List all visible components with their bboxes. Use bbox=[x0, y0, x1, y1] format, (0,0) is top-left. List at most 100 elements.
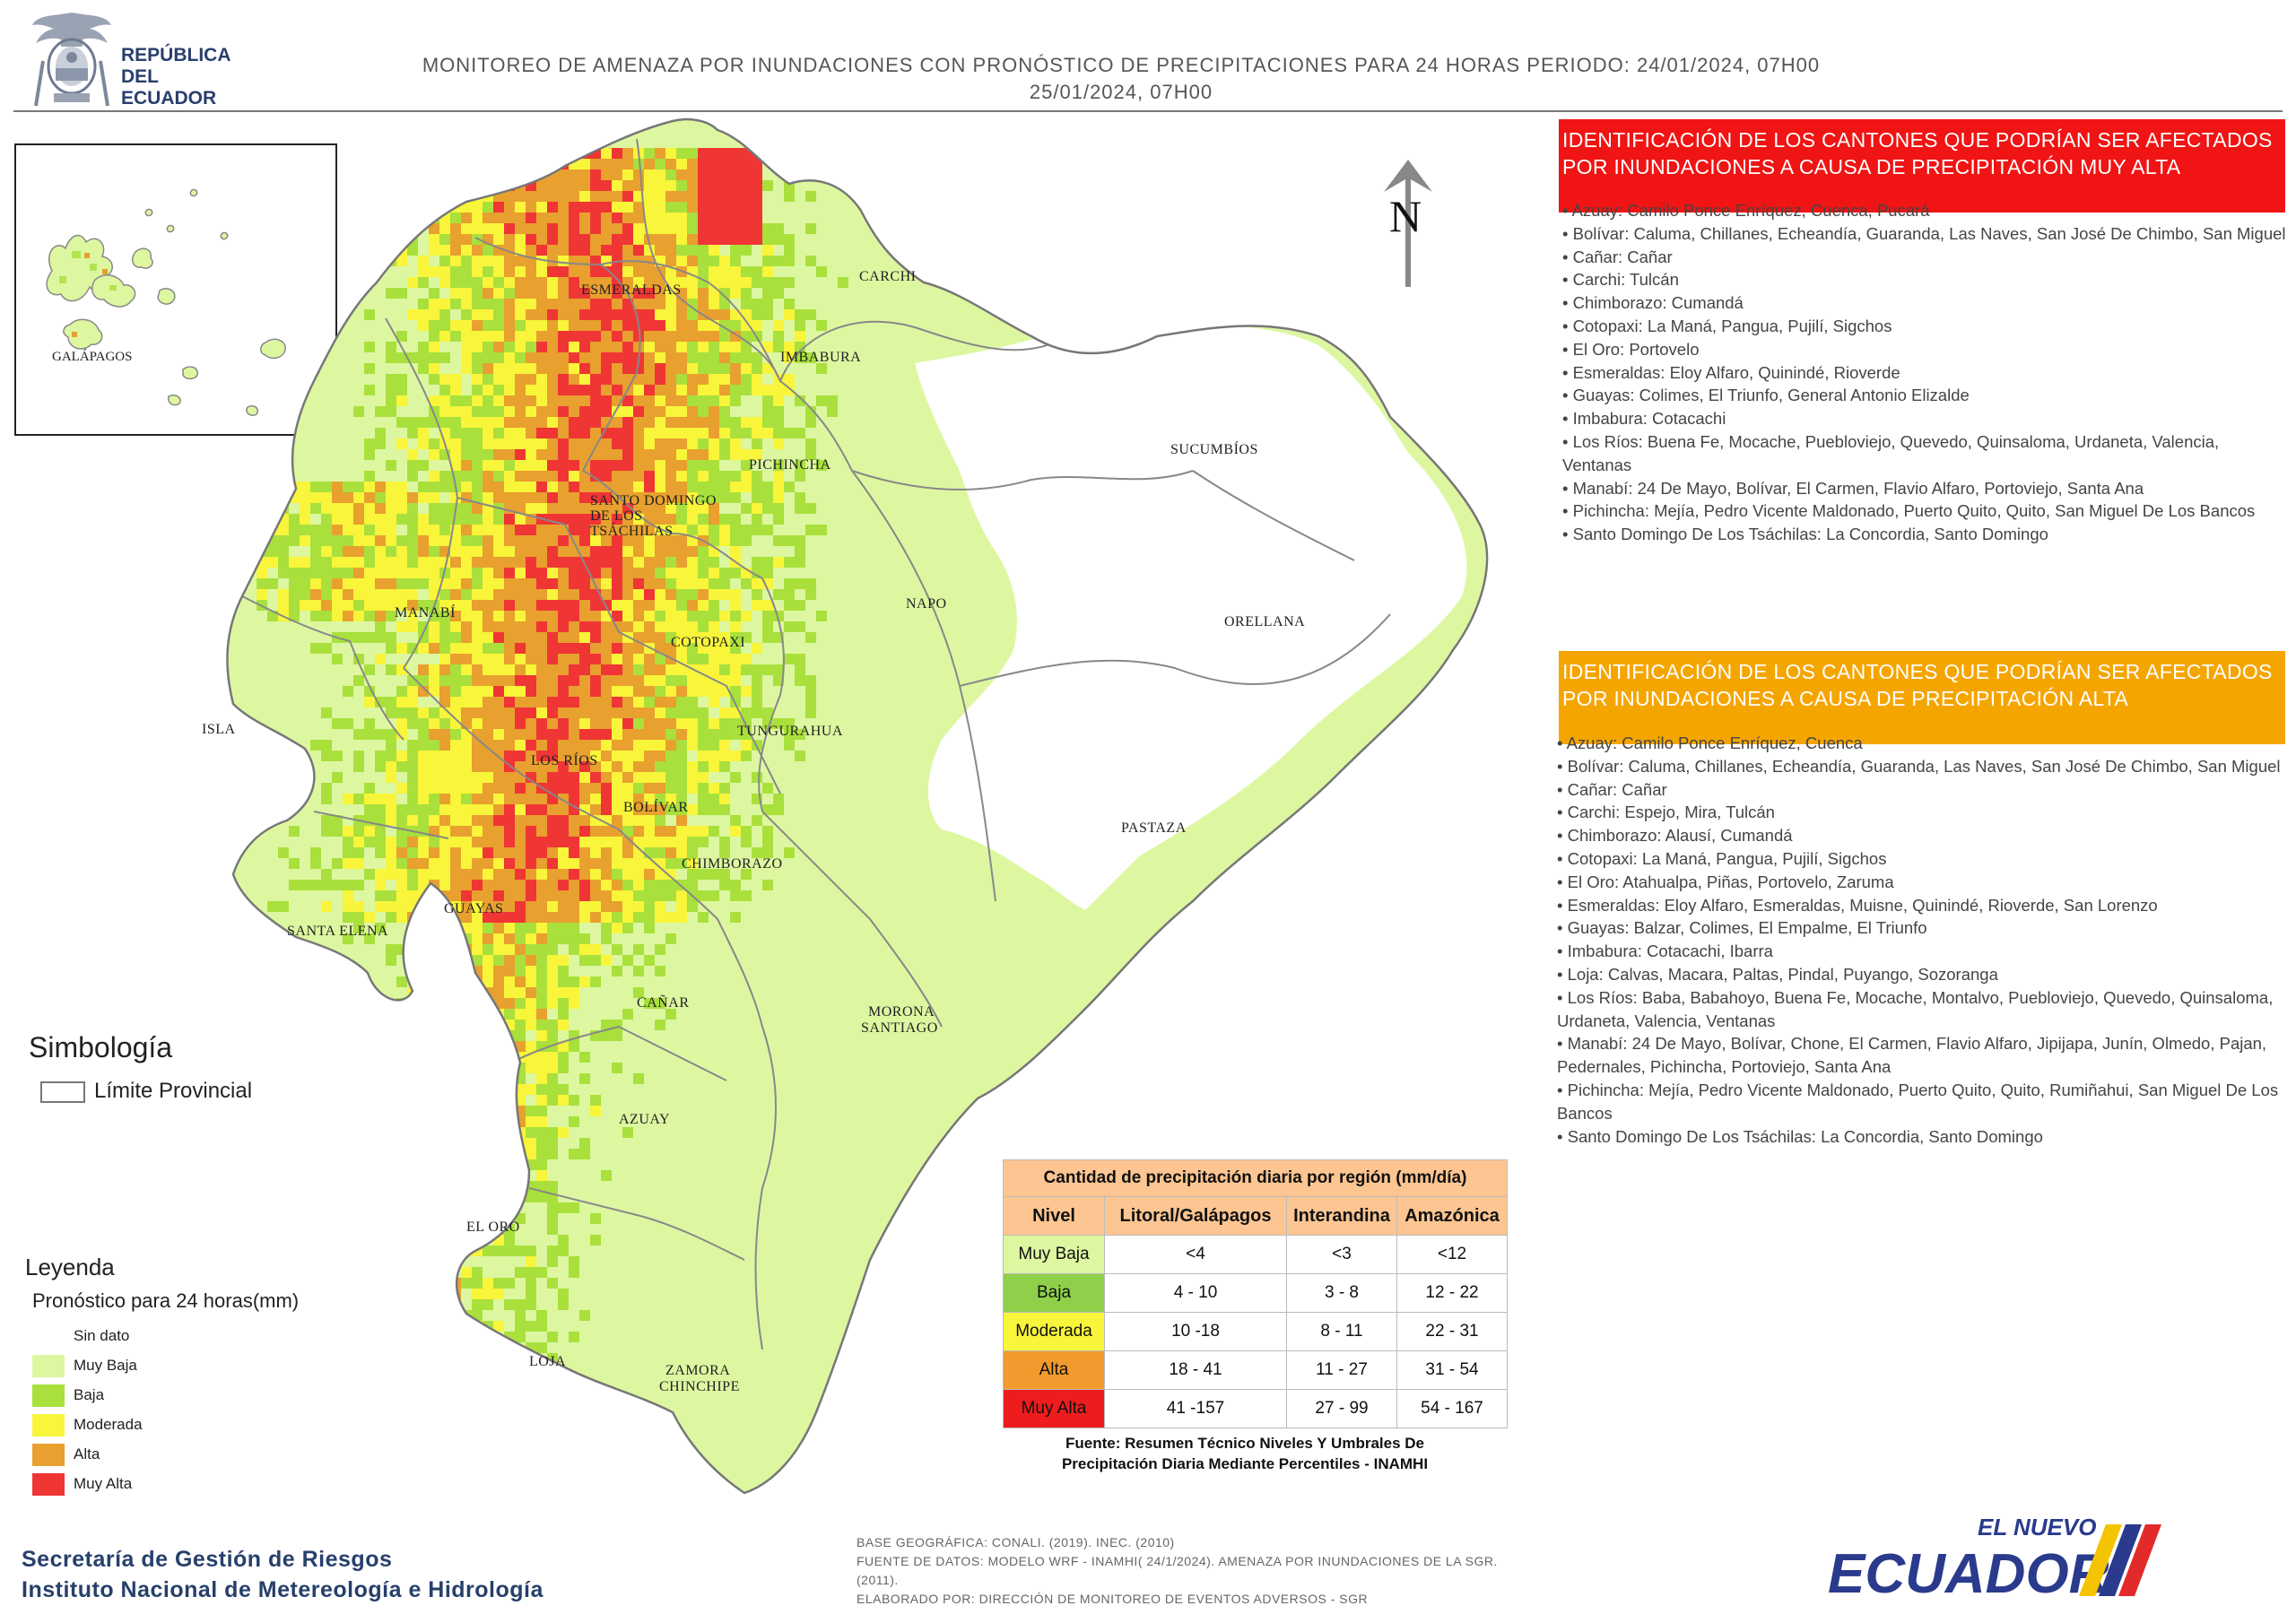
simbologia-title: Simbología bbox=[29, 1031, 173, 1063]
legend-swatch bbox=[32, 1473, 65, 1496]
threshold-value-cell: 8 - 11 bbox=[1286, 1312, 1397, 1351]
alta-canton-item: • Bolívar: Caluma, Chillanes, Echeandía,… bbox=[1557, 756, 2281, 776]
label-orellana: ORELLANA bbox=[1224, 614, 1305, 629]
muy-alta-cantones-header: IDENTIFICACIÓN DE LOS CANTONES QUE PODRÍ… bbox=[1559, 119, 2285, 213]
coat-of-arms-icon bbox=[32, 13, 111, 107]
province-borders bbox=[241, 138, 1391, 1350]
muy-alta-canton-item: • Esmeraldas: Eloy Alfaro, Quinindé, Rio… bbox=[1562, 362, 1900, 382]
province-labels: ESMERALDAS CARCHI IMBABURA PICHINCHA SAN… bbox=[202, 269, 1305, 1394]
threshold-table-title: Cantidad de precipitación diaria por reg… bbox=[1003, 1159, 1508, 1197]
label-santo-domingo-2: DE LOS bbox=[590, 508, 643, 524]
threshold-value-cell: 18 - 41 bbox=[1104, 1350, 1287, 1390]
threshold-value-cell: 3 - 8 bbox=[1286, 1273, 1397, 1313]
note-elaborado: ELABORADO POR: DIRECCIÓN DE MONITOREO DE… bbox=[857, 1592, 1369, 1606]
col-amazonica: Amazónica bbox=[1396, 1196, 1508, 1236]
label-chinchipe: CHINCHIPE bbox=[659, 1379, 740, 1394]
label-manabi: MANABÍ bbox=[395, 603, 456, 621]
label-bolivar: BOLÍVAR bbox=[623, 798, 689, 815]
alta-canton-item: • Guayas: Balzar, Colimes, El Empalme, E… bbox=[1557, 918, 1927, 938]
org-sgr: Secretaría de Gestión de Riesgos bbox=[22, 1547, 393, 1572]
label-isla: ISLA bbox=[202, 722, 236, 737]
label-tungurahua: TUNGURAHUA bbox=[737, 724, 843, 739]
leyenda-title: Leyenda bbox=[25, 1254, 115, 1280]
muy-alta-canton-item: • Pichincha: Mejía, Pedro Vicente Maldon… bbox=[1562, 501, 2256, 521]
label-santiago: SANTIAGO bbox=[861, 1020, 938, 1036]
label-guayas: GUAYAS bbox=[444, 901, 503, 916]
threshold-value-cell: 10 -18 bbox=[1104, 1312, 1287, 1351]
galapagos-inset: GALÁPAGOS bbox=[14, 143, 337, 436]
brand-stripe-blue bbox=[2099, 1524, 2142, 1596]
alta-canton-item: • Manabí: 24 De Mayo, Bolívar, Chone, El… bbox=[1557, 1034, 2267, 1077]
label-canar: CAÑAR bbox=[637, 994, 690, 1011]
alta-cantones-header: IDENTIFICACIÓN DE LOS CANTONES QUE PODRÍ… bbox=[1559, 651, 2285, 744]
muy-alta-canton-item: • Cañar: Cañar bbox=[1562, 247, 1673, 266]
col-litoral: Litoral/Galápagos bbox=[1104, 1196, 1287, 1236]
muy-alta-canton-item: • Guayas: Colimes, El Triunfo, General A… bbox=[1562, 386, 1970, 405]
alta-canton-item: • Loja: Calvas, Macara, Paltas, Pindal, … bbox=[1557, 964, 1998, 984]
galapagos-map: GALÁPAGOS bbox=[46, 188, 286, 417]
threshold-value-cell: 54 - 167 bbox=[1396, 1389, 1508, 1428]
threshold-value-cell: <4 bbox=[1104, 1235, 1287, 1274]
legend-swatch bbox=[32, 1414, 65, 1436]
threshold-level-cell: Muy Alta bbox=[1003, 1389, 1105, 1428]
label-santo-domingo-3: TSÁCHILAS bbox=[590, 522, 674, 539]
threshold-value-cell: 22 - 31 bbox=[1396, 1312, 1508, 1351]
threshold-value-cell: 27 - 99 bbox=[1286, 1389, 1397, 1428]
muy-alta-canton-item: • El Oro: Portovelo bbox=[1562, 339, 1700, 359]
alta-canton-item: • Los Ríos: Baba, Babahoyo, Buena Fe, Mo… bbox=[1557, 987, 2274, 1030]
alta-cantones-list: • Azuay: Camilo Ponce Enríquez, Cuenca • … bbox=[1557, 732, 2283, 1148]
leyenda-subtitle: Pronóstico para 24 horas(mm) bbox=[32, 1289, 300, 1312]
alta-canton-item: • Pichincha: Mejía, Pedro Vicente Maldon… bbox=[1557, 1080, 2279, 1123]
muy-alta-canton-item: • Santo Domingo De Los Tsáchilas: La Con… bbox=[1562, 525, 2048, 544]
galapagos-label: GALÁPAGOS bbox=[52, 349, 132, 364]
alta-canton-item: • Cañar: Cañar bbox=[1557, 779, 1667, 799]
footer-organizations: Secretaría de Gestión de Riesgos Institu… bbox=[22, 1544, 544, 1605]
threshold-level-cell: Baja bbox=[1003, 1273, 1105, 1313]
threshold-value-cell: <12 bbox=[1396, 1235, 1508, 1274]
label-el-oro: EL ORO bbox=[466, 1219, 520, 1235]
legend-label: Baja bbox=[74, 1386, 105, 1403]
label-imbabura: IMBABURA bbox=[780, 350, 861, 365]
header-divider bbox=[13, 110, 2283, 112]
threshold-row: Baja 4 - 10 3 - 8 12 - 22 bbox=[1003, 1273, 1508, 1313]
muy-alta-canton-item: • Chimborazo: Cumandá bbox=[1562, 293, 1744, 313]
map-title: MONITOREO DE AMENAZA POR INUNDACIONES CO… bbox=[269, 52, 1973, 106]
label-pichincha: PICHINCHA bbox=[749, 457, 831, 473]
legend-label: Sin dato bbox=[74, 1327, 130, 1344]
amazon-sin-dato-area bbox=[915, 325, 1467, 910]
logo-text-line1: REPÚBLICA bbox=[121, 45, 231, 65]
source-line2: Precipitación Diaria Mediante Percentile… bbox=[1061, 1455, 1429, 1472]
note-base-geografica: BASE GEOGRÁFICA: CONALI. (2019). INEC. (… bbox=[857, 1535, 1175, 1549]
legend-swatch bbox=[32, 1325, 65, 1348]
source-line1: Fuente: Resumen Técnico Niveles Y Umbral… bbox=[1065, 1435, 1424, 1452]
muy-alta-canton-item: • Manabí: 24 De Mayo, Bolívar, El Carmen… bbox=[1562, 478, 2144, 498]
label-chimborazo: CHIMBORAZO bbox=[682, 856, 783, 872]
label-los-rios: LOS RÍOS bbox=[531, 751, 598, 768]
threshold-level-cell: Moderada bbox=[1003, 1312, 1105, 1351]
brand-stripe-red bbox=[2118, 1524, 2161, 1596]
threshold-value-cell: 31 - 54 bbox=[1396, 1350, 1508, 1390]
logo-text-line2: DEL ECUADOR bbox=[121, 66, 217, 108]
muy-alta-cantones-list: • Azuay: Camilo Ponce Enríquez, Cuenca, … bbox=[1562, 199, 2289, 546]
threshold-source: Fuente: Resumen Técnico Niveles Y Umbral… bbox=[1003, 1433, 1487, 1474]
legend-swatch bbox=[32, 1384, 65, 1407]
ecuador-precipitation-map: ESMERALDAS CARCHI IMBABURA PICHINCHA SAN… bbox=[202, 117, 1489, 1495]
note-fuente-datos: FUENTE DE DATOS: MODELO WRF - INAMHI( 24… bbox=[857, 1554, 1498, 1587]
threshold-value-cell: 11 - 27 bbox=[1286, 1350, 1397, 1390]
north-arrow-icon: N bbox=[1384, 160, 1432, 287]
threshold-value-cell: 4 - 10 bbox=[1104, 1273, 1287, 1313]
legend-label: Muy Alta bbox=[74, 1475, 133, 1492]
threshold-level-cell: Muy Baja bbox=[1003, 1235, 1105, 1274]
north-label: N bbox=[1389, 191, 1422, 241]
el-nuevo-ecuador-logo: EL NUEVO ECUADOR bbox=[1828, 1514, 2161, 1605]
label-loja: LOJA bbox=[529, 1354, 566, 1369]
threshold-row: Moderada 10 -18 8 - 11 22 - 31 bbox=[1003, 1312, 1508, 1351]
muy-alta-canton-item: • Cotopaxi: La Maná, Pangua, Pujilí, Sig… bbox=[1562, 316, 1892, 335]
limite-provincial-swatch bbox=[40, 1081, 85, 1103]
alta-canton-item: • El Oro: Atahualpa, Piñas, Portovelo, Z… bbox=[1557, 872, 1894, 891]
muy-alta-canton-item: • Bolívar: Caluma, Chillanes, Echeandía,… bbox=[1562, 223, 2286, 243]
label-zamora: ZAMORA bbox=[665, 1363, 730, 1378]
alta-canton-item: • Santo Domingo De Los Tsáchilas: La Con… bbox=[1557, 1126, 2043, 1146]
brand-stripe-yellow bbox=[2079, 1524, 2122, 1596]
muy-alta-canton-item: • Carchi: Tulcán bbox=[1562, 270, 1679, 290]
